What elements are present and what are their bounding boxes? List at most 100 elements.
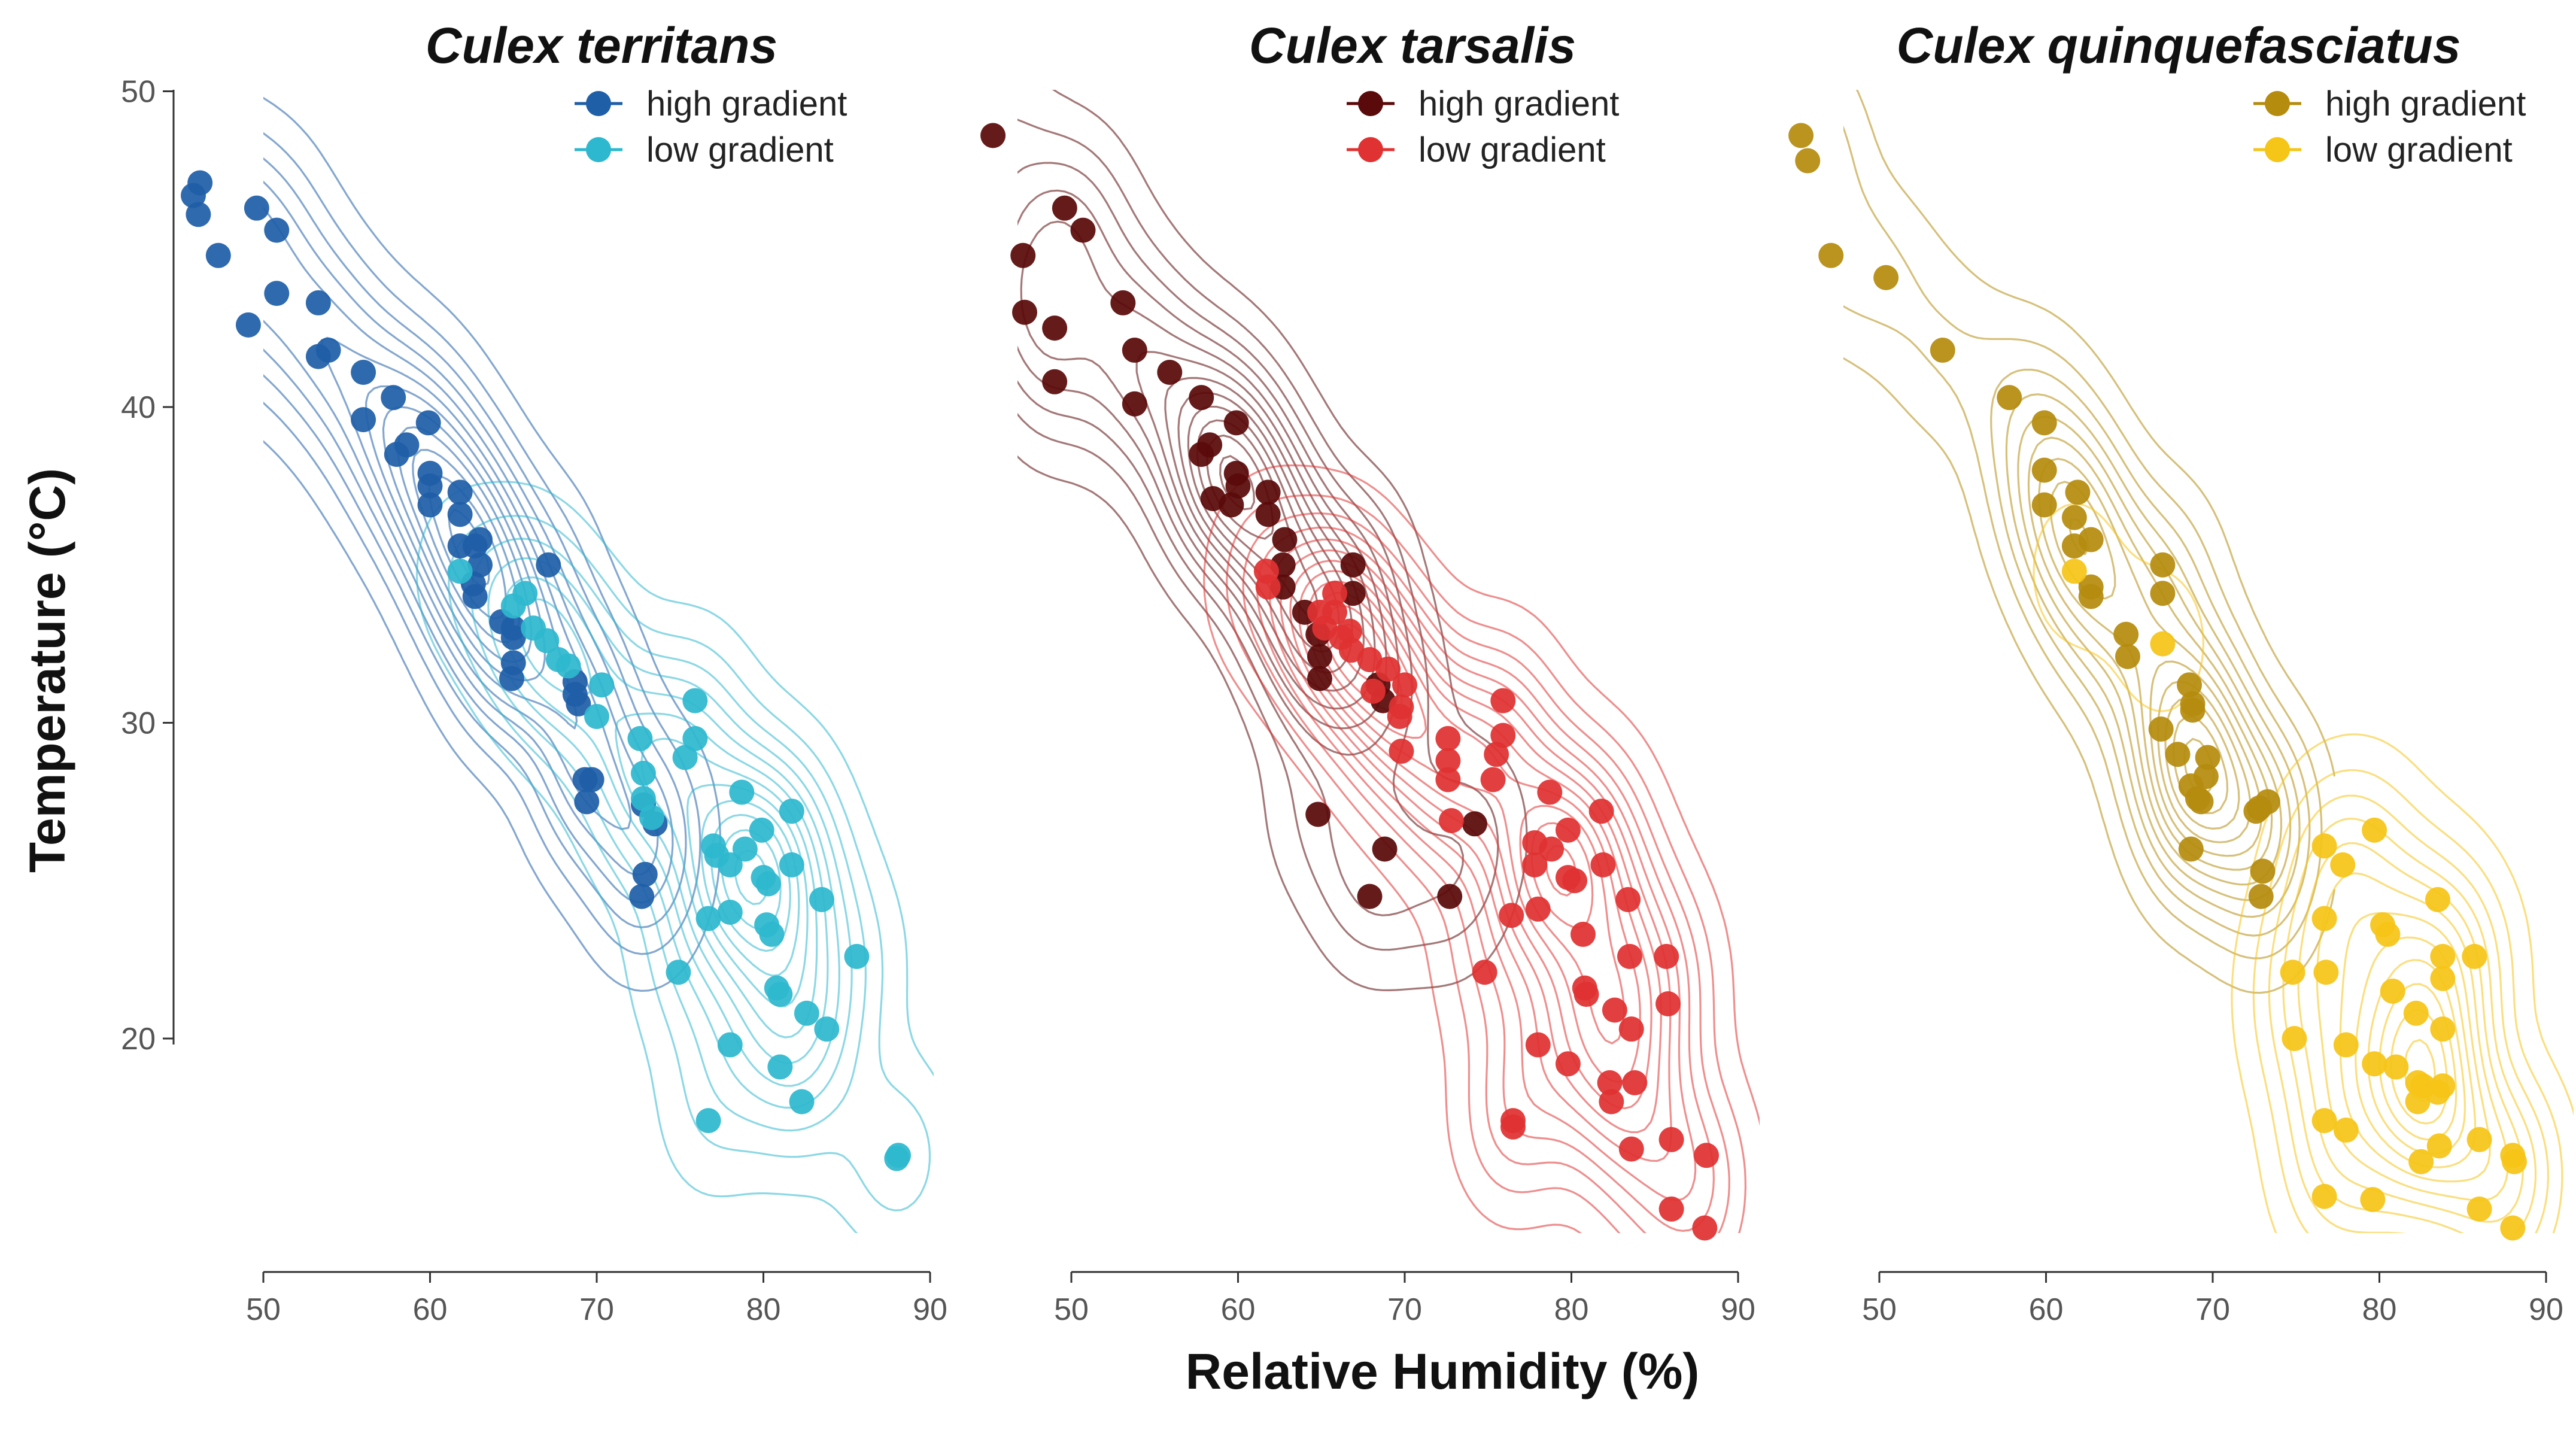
data-point	[2061, 558, 2087, 584]
data-point	[2148, 716, 2174, 742]
data-point	[2502, 1149, 2528, 1174]
density-contour	[502, 576, 840, 1087]
density-contour	[263, 180, 674, 904]
data-point	[1272, 527, 1298, 552]
legend-marker	[586, 137, 611, 162]
data-point	[2333, 1032, 2359, 1058]
data-point	[2195, 745, 2220, 770]
data-point	[2031, 492, 2057, 518]
data-point	[630, 760, 656, 786]
data-point	[2430, 1073, 2456, 1099]
data-point	[1392, 672, 1417, 698]
data-point	[2311, 833, 2337, 859]
data-point	[1219, 492, 1244, 518]
density-contour	[1203, 464, 1760, 1233]
data-point	[1340, 581, 1366, 606]
panel-contours	[1843, 90, 2574, 1233]
data-point	[264, 217, 290, 243]
data-point	[1618, 1016, 1644, 1042]
x-tick-label: 80	[2362, 1292, 2397, 1327]
data-point	[629, 883, 655, 909]
data-point	[717, 852, 743, 878]
data-point	[682, 725, 708, 751]
data-point	[1340, 552, 1366, 578]
y-tick-label: 50	[121, 75, 156, 110]
data-point	[844, 943, 870, 969]
x-tick-label: 90	[1721, 1292, 1755, 1327]
data-point	[1658, 1196, 1684, 1222]
data-point	[1499, 903, 1524, 928]
data-point	[814, 1016, 840, 1042]
data-point	[1435, 725, 1461, 751]
data-point	[1122, 338, 1147, 363]
data-point	[717, 900, 743, 925]
data-point	[2150, 581, 2176, 606]
data-point	[1570, 921, 1596, 947]
density-contour	[1242, 512, 1730, 1233]
data-point	[447, 502, 473, 527]
x-tick-label: 80	[1554, 1292, 1589, 1327]
data-point	[500, 625, 526, 651]
data-point	[2430, 1016, 2456, 1042]
data-point	[1618, 1136, 1644, 1162]
data-point	[672, 745, 698, 770]
data-point	[2150, 552, 2176, 578]
data-point	[2180, 697, 2206, 723]
data-point	[2330, 852, 2356, 878]
titles: Relative Humidity (%) Temperature (°C) C…	[19, 17, 2460, 1399]
density-contour	[448, 515, 931, 1212]
density-contour	[2339, 912, 2491, 1183]
data-point	[315, 338, 341, 363]
data-point	[1255, 502, 1281, 527]
density-contour	[365, 385, 578, 730]
data-point	[1225, 473, 1251, 499]
data-point	[2031, 457, 2057, 483]
data-point	[1223, 410, 1249, 436]
density-contour	[2017, 415, 2292, 901]
data-point	[1602, 997, 1627, 1023]
legend-marker	[1358, 91, 1383, 116]
data-point	[2430, 943, 2456, 969]
data-point	[2282, 1026, 2307, 1051]
data-point	[682, 688, 708, 714]
data-point	[2150, 631, 2176, 657]
data-point	[632, 861, 658, 887]
data-point	[1500, 1114, 1526, 1140]
x-tick-label: 90	[913, 1292, 947, 1327]
data-point	[1042, 369, 1068, 394]
data-point	[1337, 618, 1363, 644]
data-point	[794, 1000, 819, 1026]
panel-title: Culex quinquefasciatus	[1897, 17, 2461, 74]
data-point	[1573, 982, 1599, 1007]
data-point	[1438, 808, 1464, 834]
data-point	[767, 1054, 793, 1080]
density-contours	[263, 90, 2574, 1233]
data-point	[1437, 883, 1463, 909]
data-point	[2165, 742, 2191, 767]
data-point	[205, 242, 231, 268]
data-point	[1622, 1070, 1648, 1095]
data-point	[695, 1108, 721, 1134]
legend-marker	[1358, 137, 1383, 162]
data-point	[1307, 666, 1332, 691]
data-point	[2408, 1149, 2434, 1174]
data-point	[1010, 242, 1036, 268]
data-point	[1997, 385, 2022, 411]
data-point	[1490, 722, 1516, 748]
density-contour	[487, 557, 853, 1109]
data-point	[1070, 217, 1096, 243]
data-point	[1795, 148, 1821, 174]
x-tick-label: 50	[246, 1292, 281, 1327]
data-point	[2193, 764, 2219, 790]
data-point	[235, 312, 261, 338]
data-point	[1658, 1127, 1684, 1152]
data-point	[1435, 748, 1461, 773]
data-point	[1122, 391, 1147, 417]
x-tick-label: 80	[746, 1292, 781, 1327]
data-point	[1387, 703, 1412, 729]
data-point	[1588, 799, 1614, 824]
data-point	[536, 552, 561, 578]
density-contour	[2005, 393, 2301, 918]
density-contour	[1843, 125, 2323, 960]
data-point	[394, 432, 420, 458]
